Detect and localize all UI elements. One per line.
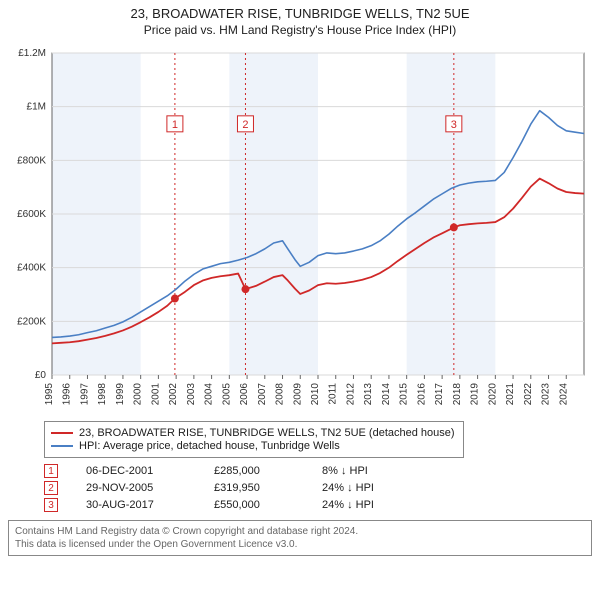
x-tick-label: 2007 xyxy=(257,383,268,406)
transaction-row-marker: 3 xyxy=(44,498,58,512)
transaction-date: 06-DEC-2001 xyxy=(86,465,186,477)
x-tick-label: 2015 xyxy=(399,383,410,406)
transaction-row-marker: 2 xyxy=(44,481,58,495)
legend-swatch xyxy=(51,432,73,434)
x-tick-label: 2005 xyxy=(221,383,232,406)
credits-line-1: Contains HM Land Registry data © Crown c… xyxy=(15,525,585,538)
x-tick-label: 2013 xyxy=(363,383,374,406)
chart-svg: £0 £200K £400K £600K £800K £1M £1.2M 1995 1996 19… xyxy=(8,43,592,413)
x-tick-label: 2004 xyxy=(204,383,215,406)
x-tick-label: 2012 xyxy=(345,383,356,406)
y-tick-label: £600K xyxy=(17,209,46,220)
transaction-date: 30-AUG-2017 xyxy=(86,499,186,511)
y-tick-label: £1.2M xyxy=(18,48,46,59)
x-tick-label: 2003 xyxy=(186,383,197,406)
x-tick-label: 2014 xyxy=(381,383,392,406)
transaction-delta: 24% ↓ HPI xyxy=(322,482,374,494)
transaction-row: 1 06-DEC-2001 £285,000 8% ↓ HPI xyxy=(44,464,592,478)
transactions-table: 1 06-DEC-2001 £285,000 8% ↓ HPI 2 29-NOV-2005… xyxy=(44,464,592,512)
y-tick-label: £1M xyxy=(27,102,46,113)
transaction-delta: 8% ↓ HPI xyxy=(322,465,368,477)
x-tick-label: 2011 xyxy=(328,383,339,405)
transaction-row-marker: 1 xyxy=(44,464,58,478)
x-tick-label: 2022 xyxy=(523,383,534,406)
x-tick-label: 2024 xyxy=(558,383,569,406)
x-tick-label: 1997 xyxy=(79,383,90,406)
x-tick-label: 2017 xyxy=(434,383,445,406)
legend-row: HPI: Average price, detached house, Tunb… xyxy=(51,440,457,452)
transaction-marker-num: 2 xyxy=(242,119,248,131)
transaction-price: £550,000 xyxy=(214,499,294,511)
x-tick-label: 2016 xyxy=(416,383,427,406)
x-tick-label: 2010 xyxy=(310,383,321,406)
transaction-price: £319,950 xyxy=(214,482,294,494)
transaction-marker-num: 1 xyxy=(172,119,178,131)
x-tick-label: 1995 xyxy=(44,383,55,406)
x-tick-label: 2001 xyxy=(150,383,161,406)
legend-label: 23, BROADWATER RISE, TUNBRIDGE WELLS, TN… xyxy=(79,427,455,439)
x-tick-label: 2020 xyxy=(487,383,498,406)
credits-line-2: This data is licensed under the Open Gov… xyxy=(15,538,585,551)
legend-swatch xyxy=(51,445,73,447)
x-tick-label: 2008 xyxy=(275,383,286,406)
transaction-price: £285,000 xyxy=(214,465,294,477)
chart-subtitle: Price paid vs. HM Land Registry's House … xyxy=(8,23,592,37)
x-tick-label: 1996 xyxy=(62,383,73,406)
chart-area: £0 £200K £400K £600K £800K £1M £1.2M 1995 1996 19… xyxy=(8,43,592,413)
x-tick-label: 2023 xyxy=(541,383,552,406)
transaction-row: 3 30-AUG-2017 £550,000 24% ↓ HPI xyxy=(44,498,592,512)
x-tick-label: 2006 xyxy=(239,383,250,406)
x-tick-label: 2021 xyxy=(505,383,516,406)
x-tick-label: 2002 xyxy=(168,383,179,406)
legend-label: HPI: Average price, detached house, Tunb… xyxy=(79,440,340,452)
y-tick-label: £800K xyxy=(17,155,46,166)
transaction-marker-num: 3 xyxy=(451,119,457,131)
x-tick-label: 2009 xyxy=(292,383,303,406)
legend-box: 23, BROADWATER RISE, TUNBRIDGE WELLS, TN… xyxy=(44,421,464,458)
y-tick-label: £0 xyxy=(35,370,47,381)
transaction-delta: 24% ↓ HPI xyxy=(322,499,374,511)
x-tick-label: 1999 xyxy=(115,383,126,406)
chart-title: 23, BROADWATER RISE, TUNBRIDGE WELLS, TN… xyxy=(8,6,592,21)
y-tick-label: £400K xyxy=(17,263,46,274)
x-tick-label: 1998 xyxy=(97,383,108,406)
transaction-date: 29-NOV-2005 xyxy=(86,482,186,494)
x-tick-label: 2019 xyxy=(470,383,481,406)
y-tick-label: £200K xyxy=(17,316,46,327)
legend-row: 23, BROADWATER RISE, TUNBRIDGE WELLS, TN… xyxy=(51,427,457,439)
x-tick-label: 2000 xyxy=(133,383,144,406)
credits-box: Contains HM Land Registry data © Crown c… xyxy=(8,520,592,556)
transaction-row: 2 29-NOV-2005 £319,950 24% ↓ HPI xyxy=(44,481,592,495)
x-tick-label: 2018 xyxy=(452,383,463,406)
